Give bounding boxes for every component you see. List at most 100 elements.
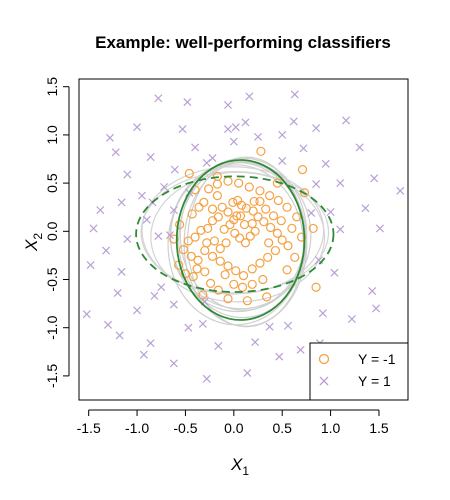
class-pos-point bbox=[160, 182, 169, 191]
class-pos-point bbox=[265, 322, 274, 331]
class-pos-point bbox=[113, 288, 122, 298]
class-pos-point bbox=[111, 148, 120, 157]
class-neg-point bbox=[184, 168, 194, 179]
class-pos-point bbox=[347, 315, 356, 324]
class-neg-point bbox=[272, 228, 282, 238]
class-pos-point bbox=[184, 323, 193, 332]
class-neg-point bbox=[253, 212, 263, 222]
class-pos-point bbox=[165, 231, 174, 240]
class-neg-point bbox=[255, 258, 265, 268]
class-neg-point bbox=[264, 238, 274, 248]
x-axis-label: X1 bbox=[230, 455, 249, 478]
class-neg-point bbox=[193, 255, 203, 265]
class-neg-point bbox=[268, 211, 279, 221]
class-pos-point bbox=[137, 191, 146, 200]
class-pos-point bbox=[133, 123, 142, 132]
class-pos-point bbox=[251, 338, 260, 347]
class-neg-point bbox=[207, 204, 218, 214]
class-neg-point bbox=[250, 226, 260, 236]
class-neg-point bbox=[230, 228, 240, 238]
x-tick-label: 0.5 bbox=[272, 420, 292, 436]
class-neg-point bbox=[232, 211, 242, 221]
class-neg-point bbox=[207, 251, 218, 261]
class-neg-point bbox=[213, 212, 223, 222]
y-tick-label: 0.0 bbox=[44, 221, 60, 241]
class-pos-point bbox=[299, 144, 308, 153]
class-pos-point bbox=[283, 321, 293, 330]
class-neg-point bbox=[229, 279, 239, 289]
class-pos-point bbox=[312, 124, 321, 133]
class-neg-point bbox=[247, 279, 257, 289]
class-neg-point bbox=[212, 171, 222, 181]
class-neg-point bbox=[255, 196, 265, 207]
class-neg-point bbox=[308, 223, 318, 234]
y-tick-label: -0.5 bbox=[44, 267, 60, 291]
x-axis-label-subscript: 1 bbox=[242, 464, 249, 478]
class-pos-point bbox=[183, 98, 192, 107]
class-pos-point bbox=[229, 137, 238, 146]
class-pos-point bbox=[289, 117, 298, 126]
legend-entry: Y = 1 bbox=[319, 373, 391, 389]
class-neg-point bbox=[282, 202, 292, 212]
class-pos-point bbox=[342, 116, 351, 125]
class-neg-point bbox=[169, 234, 179, 244]
class-neg-point bbox=[180, 269, 191, 279]
class-neg-point bbox=[299, 188, 310, 198]
class-pos-point bbox=[157, 283, 166, 292]
class-pos-point bbox=[231, 123, 240, 132]
legend-circle-marker bbox=[318, 353, 330, 365]
class-neg-point bbox=[217, 202, 227, 212]
class-neg-point bbox=[215, 256, 225, 266]
y-tick-label: 0.5 bbox=[44, 173, 60, 193]
class-pos-point bbox=[198, 319, 207, 328]
class-neg-point bbox=[262, 292, 272, 302]
class-neg-point bbox=[231, 266, 241, 276]
class-neg-point bbox=[183, 236, 193, 246]
class-pos-point bbox=[307, 208, 316, 218]
class-pos-point bbox=[202, 374, 211, 383]
plot-frame bbox=[78, 78, 409, 401]
class-pos-point bbox=[241, 118, 250, 127]
class-neg-point bbox=[223, 261, 233, 271]
class-neg-point bbox=[256, 146, 266, 156]
class-pos-point bbox=[146, 339, 155, 348]
class-pos-point bbox=[223, 101, 233, 110]
class-pos-point bbox=[326, 208, 335, 217]
class-pos-point bbox=[245, 92, 254, 101]
class-neg-point bbox=[237, 282, 248, 292]
class-pos-point bbox=[321, 159, 330, 168]
class-pos-point bbox=[104, 320, 113, 329]
class-neg-point bbox=[186, 251, 196, 261]
gray-contour bbox=[167, 164, 305, 326]
class-neg-point bbox=[258, 274, 268, 285]
legend-box bbox=[309, 342, 409, 401]
class-neg-point bbox=[234, 178, 244, 188]
x-axis-label-base: X bbox=[230, 455, 243, 474]
class-pos-point bbox=[370, 174, 379, 183]
class-pos-point bbox=[290, 90, 299, 99]
class-neg-point bbox=[196, 225, 206, 235]
class-pos-point bbox=[355, 143, 364, 152]
class-neg-point bbox=[261, 204, 271, 214]
class-pos-point bbox=[253, 132, 263, 141]
class-pos-point bbox=[336, 179, 345, 188]
class-pos-point bbox=[154, 94, 163, 103]
class-pos-point bbox=[82, 310, 91, 319]
class-neg-point bbox=[235, 233, 245, 243]
class-pos-point bbox=[278, 130, 287, 139]
class-pos-point bbox=[223, 125, 233, 134]
class-pos-point bbox=[123, 234, 132, 244]
class-neg-point bbox=[190, 232, 200, 242]
data-points bbox=[82, 90, 405, 383]
class-neg-point bbox=[236, 200, 247, 210]
y-tick-label: -1.5 bbox=[44, 364, 60, 388]
gray-contour bbox=[141, 166, 325, 295]
class-neg-point bbox=[228, 197, 238, 207]
y-axis-label: X2 bbox=[22, 233, 45, 252]
class-neg-point bbox=[247, 264, 257, 274]
class-neg-point bbox=[235, 211, 246, 221]
class-neg-point bbox=[276, 216, 286, 226]
class-pos-point bbox=[169, 300, 178, 309]
class-neg-point bbox=[287, 223, 297, 234]
